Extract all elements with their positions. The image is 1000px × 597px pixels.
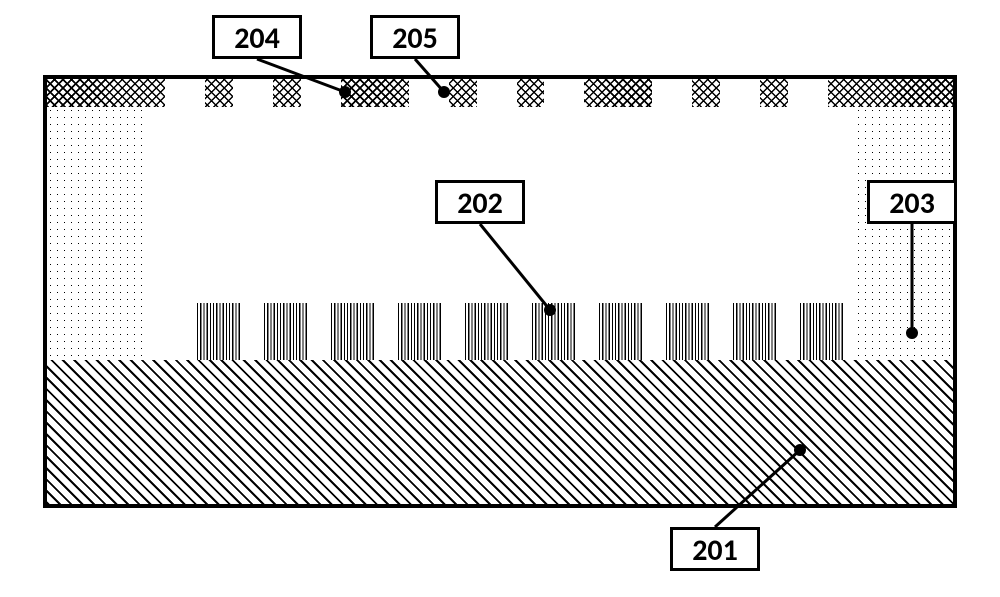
pillar-202 [331,303,375,360]
pillar-202 [599,303,643,360]
white-window-204 [477,79,517,107]
pillar-202 [733,303,777,360]
white-window-204 [544,79,584,107]
pillar-202 [800,303,844,360]
white-window-204 [652,79,692,107]
label-205: 205 [370,15,460,59]
white-window-204 [720,79,760,107]
label-201-text: 201 [692,532,738,569]
substrate-201 [47,360,953,504]
label-205-text: 205 [392,20,438,57]
white-window-204 [233,79,273,107]
white-window-204 [301,79,341,107]
pillar-202 [398,303,442,360]
diagram-stage: 204 205 202 203 201 [0,0,1000,597]
pillar-202 [532,303,576,360]
white-window-204 [409,79,449,107]
label-201: 201 [670,527,760,571]
pillar-202 [465,303,509,360]
label-203-text: 203 [889,185,935,222]
wall-right-203 [855,107,953,360]
label-202-text: 202 [457,185,503,222]
wall-left-203 [47,107,145,360]
label-202: 202 [435,180,525,224]
pillar-202 [264,303,308,360]
pillar-202 [197,303,241,360]
label-204: 204 [212,15,302,59]
white-window-204 [788,79,828,107]
white-window-204 [165,79,205,107]
label-203: 203 [867,180,957,224]
label-204-text: 204 [234,20,280,57]
pillar-202 [666,303,710,360]
